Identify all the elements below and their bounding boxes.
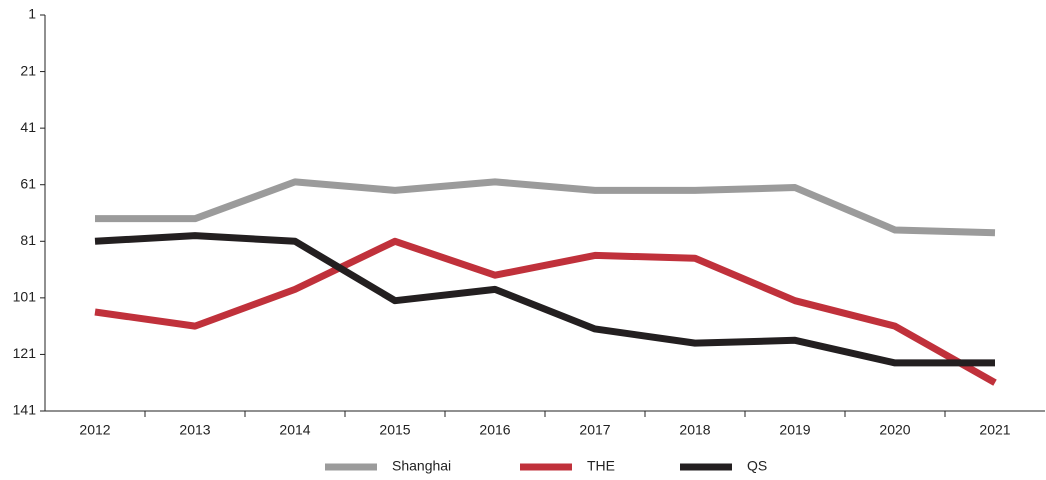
x-tick-label: 2012 [79, 422, 110, 438]
x-tick-label: 2019 [779, 422, 810, 438]
series-line [95, 178, 996, 237]
x-tick-label: 2020 [879, 422, 910, 438]
y-tick-label: 101 [13, 289, 37, 305]
series-line [94, 232, 995, 367]
y-tick-label: 1 [28, 6, 36, 22]
x-tick-label: 2017 [579, 422, 610, 438]
legend-label: THE [587, 458, 615, 474]
series-line [94, 237, 997, 386]
x-tick-label: 2014 [279, 422, 310, 438]
legend-label: Shanghai [392, 458, 451, 474]
y-tick-label: 41 [20, 119, 36, 135]
legend-label: QS [747, 458, 767, 474]
y-tick-label: 121 [13, 345, 37, 361]
x-tick-label: 2015 [379, 422, 410, 438]
y-tick-label: 141 [13, 402, 37, 418]
x-tick-label: 2013 [179, 422, 210, 438]
y-tick-label: 81 [20, 232, 36, 248]
x-tick-label: 2018 [679, 422, 710, 438]
y-tick-label: 21 [20, 62, 36, 78]
y-tick-label: 61 [20, 175, 36, 191]
x-tick-label: 2016 [479, 422, 510, 438]
x-tick-label: 2021 [979, 422, 1010, 438]
